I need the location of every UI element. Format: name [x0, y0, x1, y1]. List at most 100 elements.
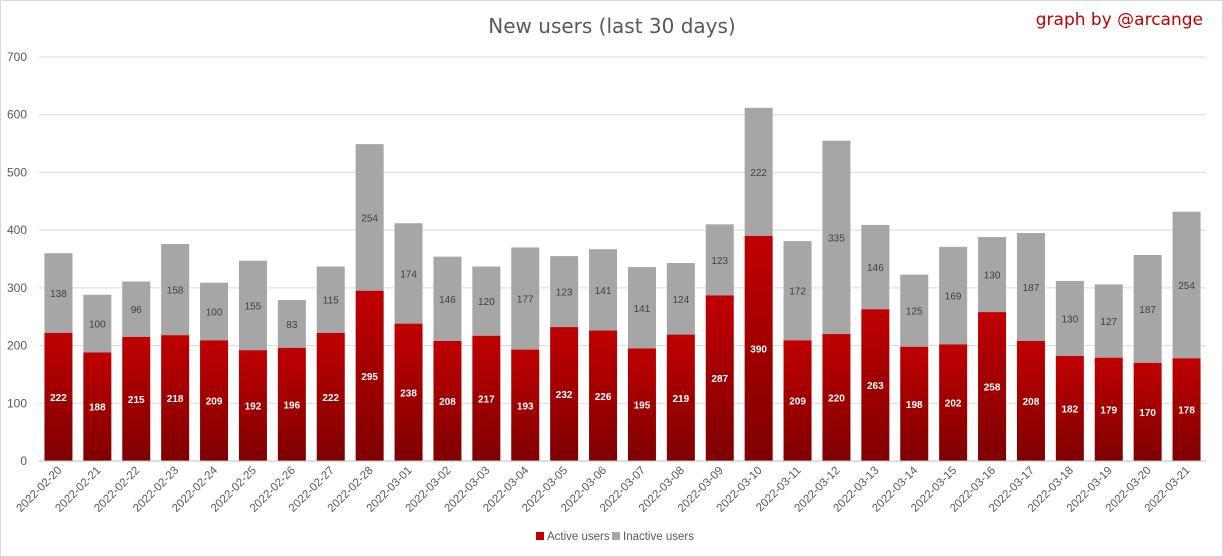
- bar-active: [1094, 357, 1123, 461]
- data-label-active: 222: [50, 393, 67, 404]
- bar-active: [122, 336, 151, 461]
- data-label-active: 208: [439, 397, 456, 408]
- data-label-inactive: 120: [478, 297, 495, 308]
- data-label-active: 179: [1100, 405, 1117, 416]
- bar-active: [550, 327, 579, 461]
- bar-inactive: [822, 140, 851, 335]
- data-label-active: 238: [400, 388, 417, 399]
- data-label-inactive: 172: [789, 287, 806, 298]
- bars: 222 138 188 100 215 96 218 158 209 100 192 155 196 83…: [44, 107, 1201, 461]
- data-label-active: 198: [906, 400, 923, 411]
- data-label-inactive: 155: [245, 301, 262, 312]
- bar-active: [83, 352, 112, 461]
- data-label-inactive: 254: [361, 213, 378, 224]
- data-label-active: 208: [1023, 397, 1040, 408]
- bar-active: [472, 335, 501, 461]
- data-label-inactive: 146: [867, 263, 884, 274]
- data-label-active: 258: [984, 383, 1001, 394]
- data-label-inactive: 96: [131, 305, 143, 316]
- bar-inactive: [1094, 284, 1123, 358]
- chart-title: New users (last 30 days): [488, 14, 735, 38]
- data-label-active: 220: [828, 394, 845, 405]
- bar-active: [433, 340, 462, 461]
- data-label-active: 209: [789, 397, 806, 408]
- data-label-inactive: 115: [323, 296, 339, 307]
- legend: Active users Inactive users: [536, 531, 694, 543]
- data-label-inactive: 146: [439, 295, 456, 306]
- data-label-inactive: 130: [1062, 314, 1079, 325]
- y-tick-label: 300: [7, 281, 27, 295]
- data-label-active: 209: [206, 397, 223, 408]
- y-tick-label: 400: [7, 223, 27, 237]
- bar-inactive: [1172, 211, 1201, 359]
- bar-inactive: [200, 282, 229, 341]
- data-label-active: 390: [750, 344, 767, 355]
- data-label-active: 218: [167, 394, 184, 405]
- data-label-inactive: 254: [1178, 281, 1195, 292]
- data-label-inactive: 138: [50, 289, 67, 300]
- data-label-inactive: 123: [711, 256, 728, 267]
- data-label-active: 226: [595, 392, 612, 403]
- bar-inactive: [744, 107, 773, 236]
- data-label-active: 170: [1139, 408, 1156, 419]
- data-label-inactive: 141: [595, 286, 612, 297]
- chart-credit: graph by @arcange: [1036, 10, 1203, 30]
- bar-inactive: [1016, 233, 1045, 341]
- bar-active: [589, 330, 618, 461]
- bar-inactive: [939, 246, 968, 345]
- y-tick-label: 100: [7, 396, 27, 410]
- y-tick-label: 200: [7, 339, 27, 353]
- data-label-active: 202: [945, 399, 962, 410]
- y-tick-label: 0: [20, 454, 27, 468]
- bar-active: [1016, 340, 1045, 461]
- data-label-active: 232: [556, 390, 573, 401]
- legend-swatch-inactive: [612, 532, 620, 540]
- bar-inactive: [238, 260, 267, 351]
- data-label-inactive: 100: [206, 308, 223, 319]
- data-label-active: 222: [322, 393, 339, 404]
- bar-inactive: [900, 274, 929, 347]
- bar-active: [1055, 355, 1084, 461]
- data-label-active: 195: [634, 401, 651, 412]
- bar-inactive: [1133, 254, 1162, 363]
- bar-active: [394, 323, 423, 461]
- bar-inactive: [705, 224, 734, 296]
- data-label-inactive: 127: [1100, 317, 1117, 328]
- data-label-active: 217: [478, 394, 495, 405]
- data-label-inactive: 100: [89, 320, 106, 331]
- data-label-inactive: 169: [945, 292, 962, 303]
- bar-active: [900, 346, 929, 461]
- bar-inactive: [783, 241, 812, 341]
- bar-inactive: [550, 256, 579, 328]
- bar-active: [1172, 358, 1201, 461]
- bar-active: [783, 340, 812, 461]
- data-label-active: 263: [867, 381, 884, 392]
- legend-swatch-active: [536, 532, 544, 540]
- data-label-inactive: 141: [634, 304, 651, 315]
- data-label-inactive: 174: [400, 269, 417, 280]
- data-label-inactive: 83: [286, 320, 298, 331]
- bar-inactive: [161, 243, 190, 336]
- data-label-inactive: 130: [984, 271, 1001, 282]
- bar-inactive: [627, 267, 656, 349]
- y-tick-label: 700: [7, 50, 27, 64]
- bar-inactive: [316, 266, 345, 333]
- data-label-active: 215: [128, 395, 145, 406]
- bar-active: [511, 349, 540, 461]
- bar-inactive: [589, 249, 618, 331]
- data-label-active: 182: [1062, 404, 1079, 415]
- bar-inactive: [394, 223, 423, 324]
- bar-active: [161, 335, 190, 461]
- data-label-inactive: 222: [750, 168, 767, 179]
- bar-active: [316, 332, 345, 461]
- data-label-active: 295: [361, 372, 378, 383]
- gridlines: [39, 56, 1206, 404]
- data-label-active: 219: [673, 394, 690, 405]
- bar-active: [666, 334, 695, 461]
- bar-inactive: [433, 256, 462, 341]
- data-label-inactive: 187: [1139, 305, 1156, 316]
- bar-active: [1133, 362, 1162, 461]
- data-label-inactive: 335: [828, 233, 845, 244]
